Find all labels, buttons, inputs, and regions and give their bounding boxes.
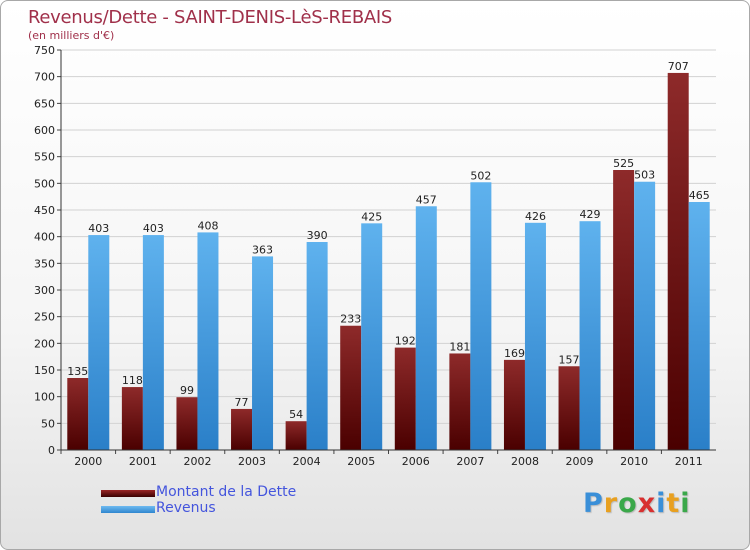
chart-title: Revenus/Dette - SAINT-DENIS-LèS-REBAIS [28,7,393,28]
debt-value-label: 707 [668,60,689,73]
y-tick-label: 350 [34,257,55,270]
debt-bar [558,366,580,450]
revenus-bar [306,242,328,450]
y-tick-label: 100 [34,391,55,404]
revenus-bar [361,223,383,450]
revenus-value-label: 457 [416,193,437,206]
legend-label-revenus: Revenus [156,500,216,516]
x-tick-label: 2009 [566,455,594,468]
debt-value-label: 118 [122,374,143,387]
debt-bar [667,72,689,450]
revenus-value-label: 390 [307,229,328,242]
y-tick-label: 450 [34,204,55,217]
chart-subtitle: (en milliers d'€) [28,29,115,42]
x-tick-label: 2002 [183,455,211,468]
debt-bar [231,408,253,450]
y-tick-label: 200 [34,337,55,350]
y-tick-label: 550 [34,151,55,164]
debt-value-label: 135 [67,365,88,378]
debt-bar [394,347,416,450]
revenus-bar [579,221,601,450]
debt-bar [449,353,471,450]
y-tick-label: 600 [34,124,55,137]
revenus-value-label: 408 [197,219,218,232]
x-tick-label: 2010 [620,455,648,468]
revenus-value-label: 425 [361,210,382,223]
y-tick-label: 250 [34,311,55,324]
revenus-bar [252,256,274,450]
x-tick-label: 2007 [456,455,484,468]
x-tick-label: 2005 [347,455,375,468]
revenus-bar [470,182,492,450]
debt-value-label: 54 [289,408,303,421]
y-tick-label: 0 [48,444,55,457]
revenus-value-label: 429 [580,208,601,221]
y-tick-label: 650 [34,97,55,110]
revenus-value-label: 502 [470,169,491,182]
debt-bar [613,170,635,450]
revenus-value-label: 465 [689,189,710,202]
y-tick-label: 500 [34,177,55,190]
debt-bar [340,325,362,450]
debt-bar [121,387,143,450]
x-tick-label: 2006 [402,455,430,468]
debt-value-label: 525 [613,157,634,170]
debt-value-label: 233 [340,313,361,326]
revenus-bar [524,222,546,450]
x-tick-label: 2008 [511,455,539,468]
x-tick-label: 2001 [129,455,157,468]
debt-bar [285,421,307,450]
legend-swatch-revenus [101,506,155,513]
revenus-bar [634,181,656,450]
revenus-bar [142,235,164,450]
debt-value-label: 169 [504,347,525,360]
proxiti-logo: Proxiti [583,488,691,519]
legend-label-dette: Montant de la Dette [156,484,297,500]
debt-value-label: 181 [449,340,470,353]
y-tick-label: 400 [34,231,55,244]
revenus-value-label: 503 [634,169,655,182]
revenus-bar [688,202,710,450]
revenus-value-label: 363 [252,243,273,256]
revenus-bar [415,206,437,450]
revenus-value-label: 403 [143,222,164,235]
debt-bar [176,397,198,450]
y-tick-label: 750 [34,44,55,57]
y-tick-label: 300 [34,284,55,297]
debt-value-label: 157 [559,353,580,366]
debt-bar [503,359,525,450]
legend-swatch-dette [101,490,155,497]
debt-value-label: 77 [235,396,249,409]
x-tick-label: 2003 [238,455,266,468]
revenus-bar [88,235,110,450]
revenus-value-label: 403 [88,222,109,235]
x-tick-label: 2000 [74,455,102,468]
debt-value-label: 99 [180,384,194,397]
debt-bar [67,378,89,450]
debt-value-label: 192 [395,335,416,348]
x-tick-label: 2011 [675,455,703,468]
y-tick-label: 50 [41,417,55,430]
revenus-value-label: 426 [525,210,546,223]
y-tick-label: 150 [34,364,55,377]
revenus-bar [197,232,219,450]
x-tick-label: 2004 [293,455,321,468]
y-tick-label: 700 [34,71,55,84]
